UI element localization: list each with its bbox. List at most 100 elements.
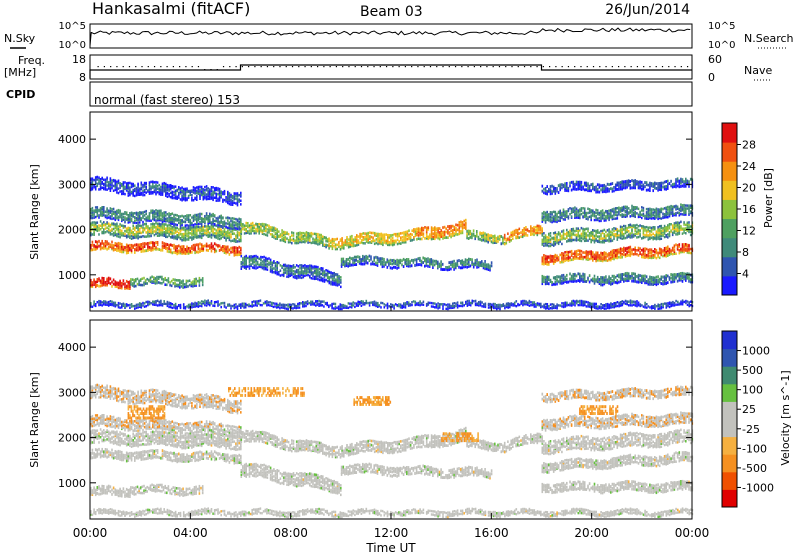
power-cell [227,227,229,230]
power-cell [377,243,379,246]
power-cell [620,228,622,231]
nave-dot [361,66,362,67]
power-cell [291,272,293,275]
power-cell [466,262,468,265]
power-cell [419,228,421,231]
power-cell [203,196,205,199]
power-cell [155,184,157,187]
power-cell [566,235,568,238]
power-cell [103,214,105,217]
power-cell [470,236,472,239]
power-cell [275,232,277,235]
power-cell [240,203,242,206]
power-cell [401,259,403,262]
power-cell [278,230,280,233]
power-cell [118,180,120,183]
power-cell [155,241,157,244]
power-cell [258,232,260,235]
power-cell [496,237,498,240]
power-cell [441,229,443,232]
nave-dot [336,66,337,67]
power-cell [659,208,661,211]
power-cell [548,263,550,266]
power-cell [643,207,645,210]
power-cell [309,240,311,243]
power-cell [546,278,548,281]
power-cell [199,218,201,221]
power-cell [154,210,156,213]
power-cell [103,179,105,182]
power-cell [670,211,672,214]
power-cell [643,250,645,253]
power-cell [620,247,622,250]
nave-dot [254,66,255,67]
power-cell [667,254,669,257]
power-cell [137,283,139,286]
power-cell [574,273,576,276]
power-cell [349,260,351,263]
power-cell [168,224,170,227]
power-cell [665,228,667,231]
power-cell [186,224,188,227]
power-cell [160,193,162,196]
power-cell [569,273,571,276]
power-cell [255,267,257,270]
power-cell [311,265,313,268]
power-cell [111,184,113,187]
power-cell [439,231,441,234]
power-cell [230,223,232,226]
power-cell [320,273,322,276]
power-cell [411,233,413,236]
power-cell [630,215,632,218]
power-cell [211,250,213,253]
power-cell [193,186,195,189]
power-cell [173,227,175,230]
power-cell [607,210,609,213]
power-cell [371,236,373,239]
power-cell [116,181,118,184]
power-cell [348,242,350,245]
power-cell [113,244,115,247]
power-cell [176,279,178,282]
power-cell [176,234,178,237]
power-cell [198,251,200,254]
power-cell [142,226,144,229]
power-cell [459,226,461,229]
power-cell [224,228,226,231]
power-cell [654,214,656,217]
power-cell [369,241,371,244]
power-cell [328,243,330,246]
power-cell [427,257,429,260]
power-cell [291,265,293,268]
power-cell [190,247,192,250]
power-cell [600,241,602,244]
power-cell [214,220,216,223]
power-cell [119,223,121,226]
power-cell [160,282,162,285]
power-cell [270,233,272,236]
nave-label: Nave [744,64,772,77]
power-cell [466,259,468,262]
power-cell [144,218,146,221]
power-cell [101,187,103,190]
power-cell [595,234,597,237]
power-cell [298,269,300,272]
power-cell [147,189,149,192]
power-cell [359,256,361,259]
power-cell [381,235,383,238]
power-cell [263,268,265,271]
power-cell [160,223,162,226]
power-cell [97,176,99,179]
power-cell [194,187,196,190]
power-cell [688,224,690,227]
power-cell [98,214,100,217]
power-cell [126,227,128,230]
power-cell [674,225,676,228]
power-cell [141,232,143,235]
power-cell [206,185,208,188]
power-cell [262,260,264,263]
power-cell [317,278,319,281]
power-cell [382,241,384,244]
power-cell [126,217,128,220]
power-cell [404,259,406,262]
